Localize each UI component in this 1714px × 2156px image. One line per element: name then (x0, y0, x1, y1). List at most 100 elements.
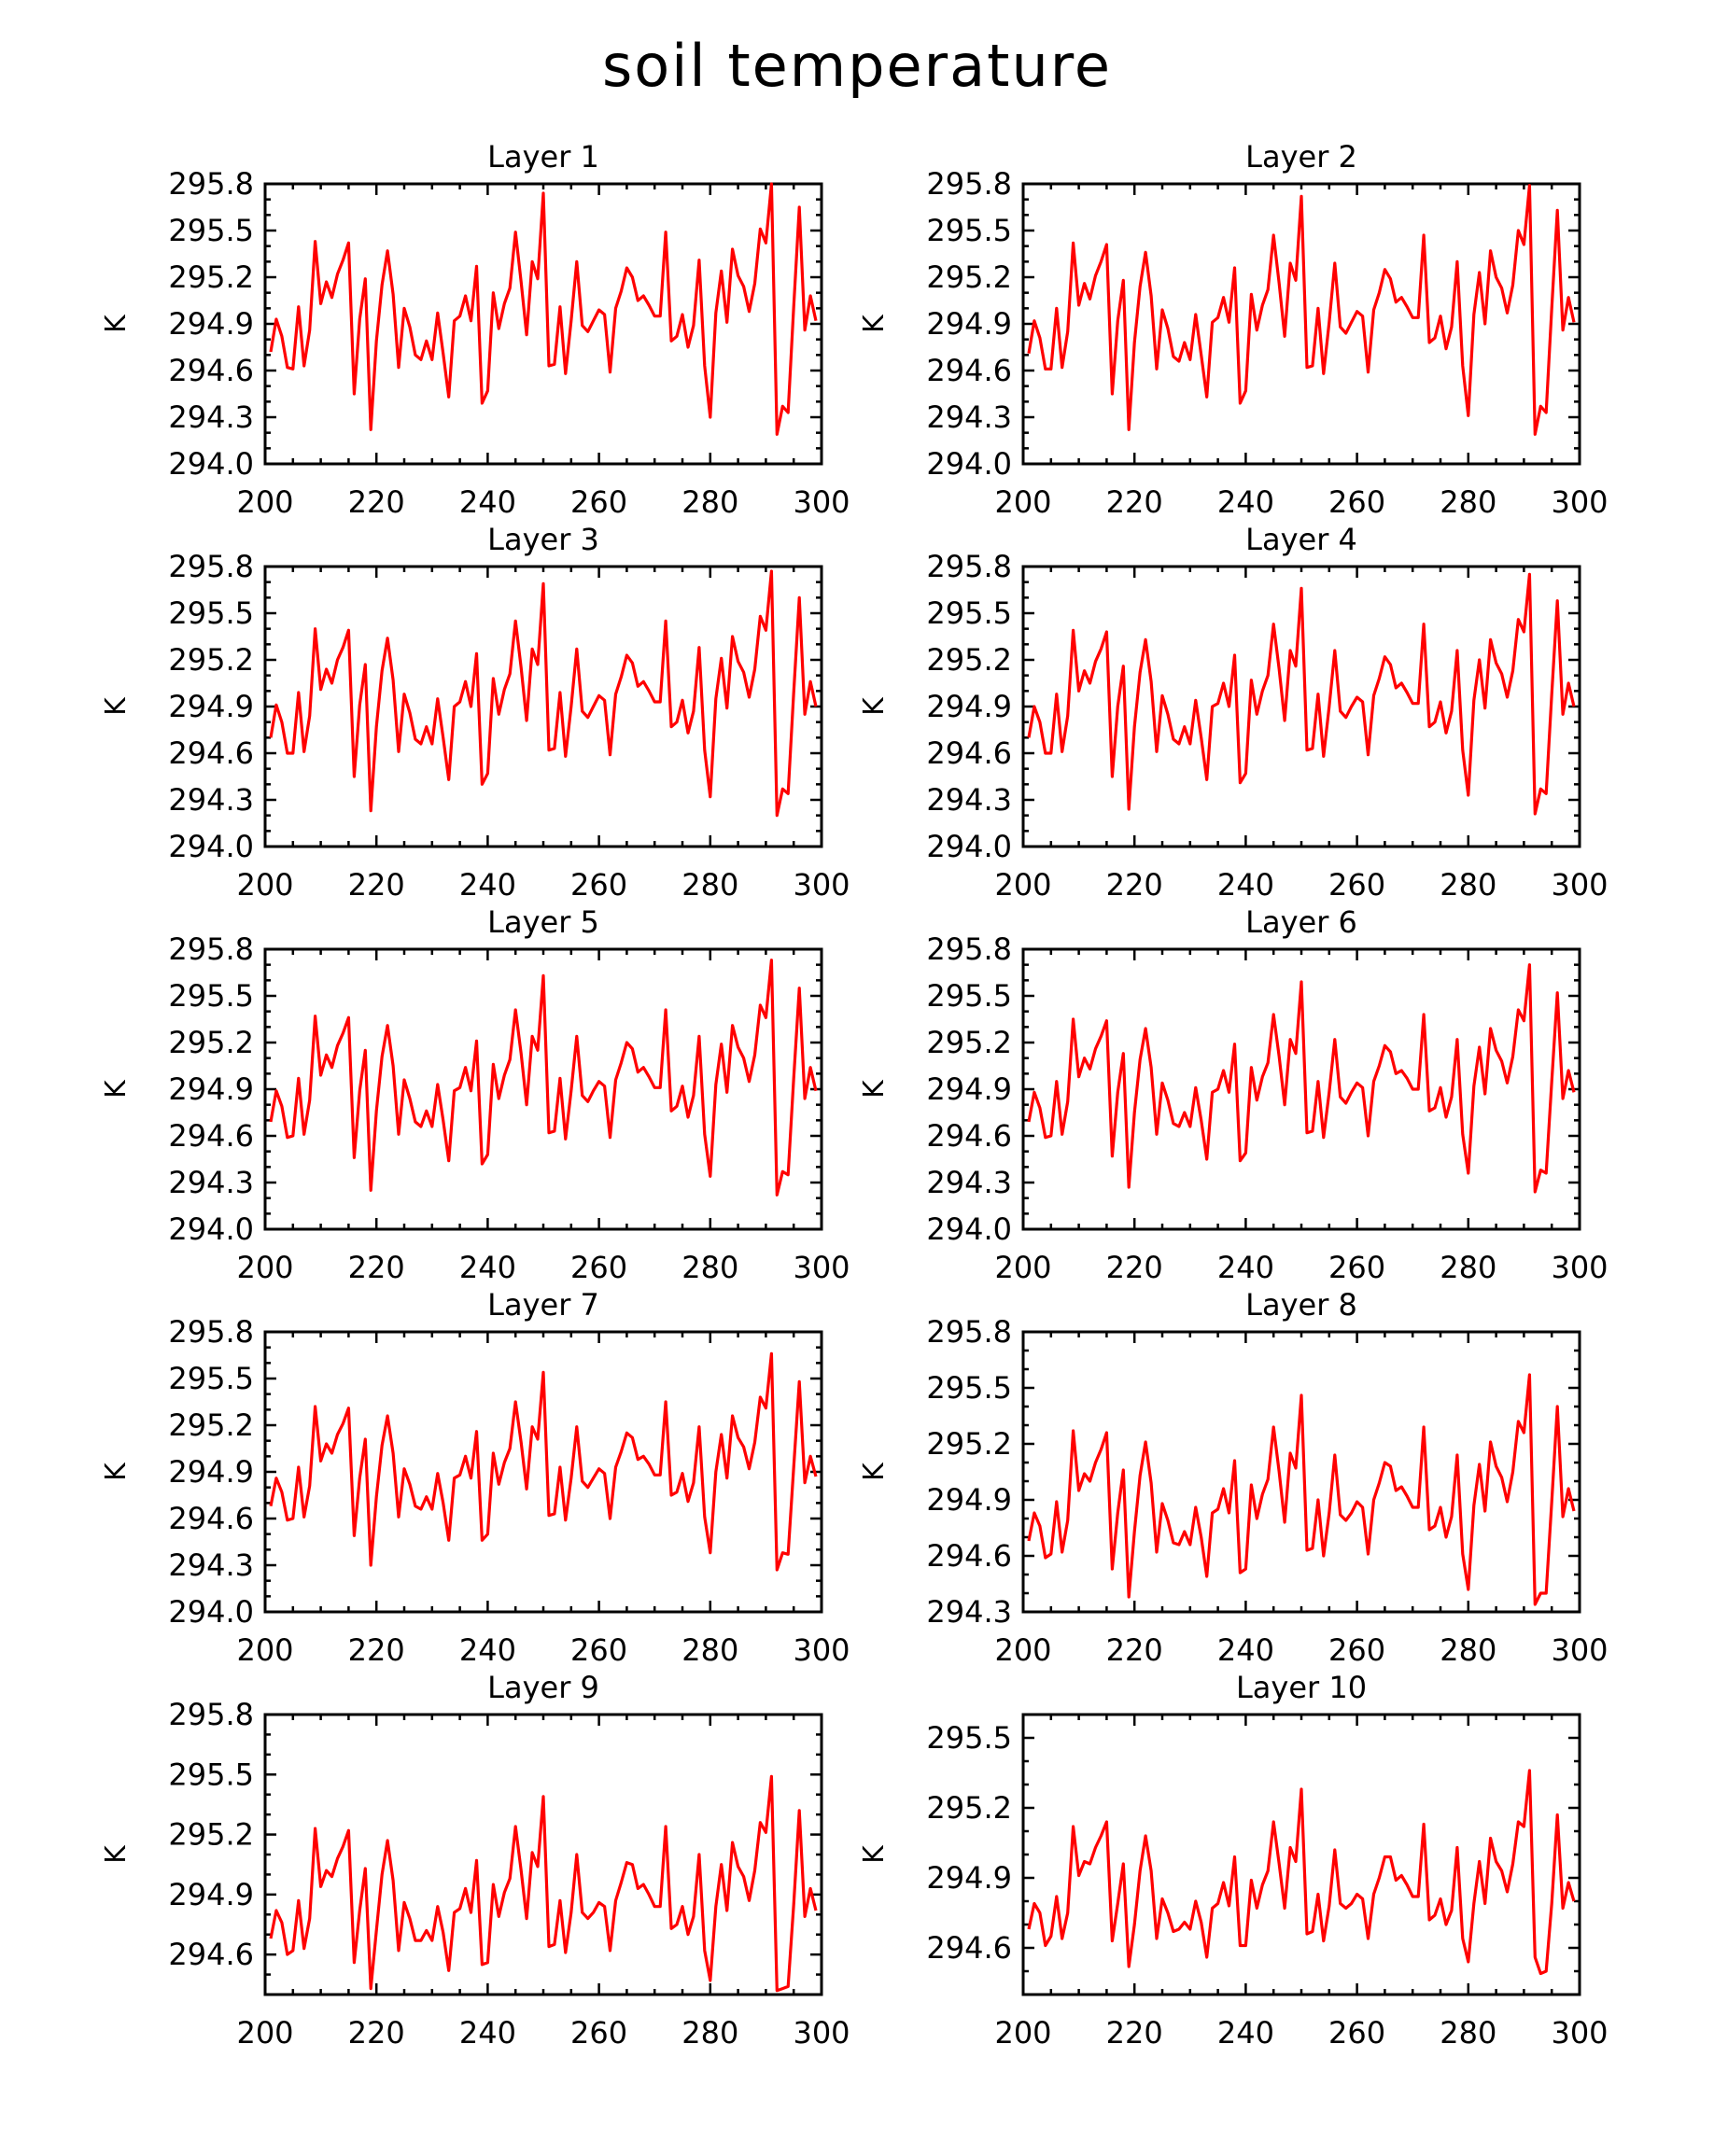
y-tick-label: 295.5 (168, 978, 254, 1014)
y-tick-label: 295.2 (168, 1025, 254, 1060)
panel-layer-3: Layer 3 K 200 220 240 260 280 300 294.0 294.3 294.… (100, 522, 850, 903)
y-axis-label: K (100, 696, 133, 716)
x-tick-label: 300 (793, 867, 850, 903)
y-tick-label: 295.5 (168, 1757, 254, 1792)
y-tick-label: 295.8 (168, 166, 254, 202)
x-tick-label: 240 (1217, 484, 1274, 520)
y-tick-label: 294.9 (168, 689, 254, 724)
x-tick-label: 300 (793, 2015, 850, 2051)
panel-layer-10: Layer 10 K 200 220 240 260 280 300 294.6 294.9 295… (858, 1670, 1609, 2051)
x-tick-label: 220 (348, 867, 405, 903)
x-tick-label: 300 (793, 484, 850, 520)
figure-title: soil temperature (602, 32, 1112, 100)
y-tick-label: 295.8 (926, 166, 1012, 202)
y-tick-label: 294.3 (926, 399, 1012, 435)
y-tick-label: 294.0 (926, 446, 1012, 482)
x-tick-label: 200 (236, 1250, 293, 1285)
x-tick-label: 260 (570, 484, 627, 520)
x-tick-label: 300 (1551, 1250, 1608, 1285)
series-line (1027, 572, 1576, 816)
x-tick-label: 300 (1551, 2015, 1608, 2051)
panel-title: Layer 1 (487, 139, 599, 175)
x-tick-label: 300 (1551, 484, 1608, 520)
x-tick-label: 240 (1217, 867, 1274, 903)
panel-title: Layer 2 (1245, 139, 1357, 175)
series-line (269, 182, 818, 436)
y-axis-label: K (858, 1079, 891, 1099)
panel-title: Layer 10 (1236, 1670, 1367, 1705)
panel-title: Layer 4 (1245, 522, 1357, 557)
x-tick-label: 200 (994, 867, 1051, 903)
panel-layer-1: Layer 1 K 200 220 240 260 280 300 294.0 294.3 294.… (100, 139, 850, 520)
y-tick-label: 295.8 (926, 931, 1012, 967)
series-line (269, 959, 818, 1197)
y-tick-label: 295.5 (926, 1370, 1012, 1406)
y-tick-label: 295.8 (168, 1314, 254, 1350)
y-tick-label: 294.9 (926, 689, 1012, 724)
x-tick-label: 280 (1440, 867, 1496, 903)
y-tick-label: 294.6 (168, 353, 254, 388)
x-tick-label: 260 (570, 867, 627, 903)
y-tick-label: 294.9 (926, 1482, 1012, 1518)
y-tick-label: 295.2 (168, 642, 254, 678)
y-tick-label: 294.9 (168, 306, 254, 342)
series-line (1027, 1373, 1576, 1606)
y-tick-label: 294.0 (926, 829, 1012, 864)
x-tick-label: 240 (459, 1632, 516, 1668)
x-tick-label: 260 (1328, 484, 1385, 520)
y-tick-label: 295.5 (168, 213, 254, 248)
series-line (269, 569, 818, 818)
x-tick-label: 200 (994, 1632, 1051, 1668)
x-tick-label: 280 (1440, 484, 1496, 520)
x-tick-label: 260 (1328, 1632, 1385, 1668)
x-tick-label: 280 (681, 2015, 738, 2051)
y-tick-label: 295.5 (926, 213, 1012, 248)
x-tick-label: 260 (1328, 2015, 1385, 2051)
y-tick-label: 295.2 (926, 1426, 1012, 1462)
x-tick-label: 280 (681, 1250, 738, 1285)
x-tick-label: 200 (236, 867, 293, 903)
y-tick-label: 294.3 (168, 1547, 254, 1583)
x-tick-label: 300 (1551, 1632, 1608, 1668)
series-line (269, 1351, 818, 1572)
y-tick-label: 294.3 (168, 782, 254, 818)
x-tick-label: 260 (1328, 867, 1385, 903)
x-tick-label: 240 (1217, 1632, 1274, 1668)
x-tick-label: 200 (236, 1632, 293, 1668)
x-tick-label: 280 (681, 867, 738, 903)
x-tick-label: 260 (1328, 1250, 1385, 1285)
panel-title: Layer 5 (487, 904, 599, 940)
y-tick-label: 294.6 (168, 735, 254, 771)
y-tick-label: 295.8 (168, 931, 254, 967)
panel-title: Layer 6 (1245, 904, 1357, 940)
x-tick-label: 240 (459, 484, 516, 520)
panel-title: Layer 8 (1245, 1287, 1357, 1323)
series-line (1027, 1769, 1576, 1976)
x-tick-label: 200 (236, 484, 293, 520)
y-tick-label: 294.6 (168, 1501, 254, 1536)
y-tick-label: 294.0 (168, 1594, 254, 1630)
y-axis-label: K (100, 1844, 133, 1864)
y-tick-label: 295.2 (926, 642, 1012, 678)
panel-layer-8: Layer 8 K 200 220 240 260 280 300 294.3 294.6 294.… (858, 1287, 1609, 1668)
x-tick-label: 300 (793, 1250, 850, 1285)
y-tick-label: 295.5 (926, 595, 1012, 631)
y-tick-label: 294.3 (168, 399, 254, 435)
y-tick-label: 294.6 (926, 735, 1012, 771)
x-tick-label: 220 (348, 484, 405, 520)
series-line (1027, 184, 1576, 436)
y-tick-label: 294.6 (926, 1118, 1012, 1154)
y-tick-label: 295.8 (926, 1314, 1012, 1350)
y-tick-label: 294.3 (926, 1594, 1012, 1630)
y-tick-label: 294.0 (168, 1211, 254, 1247)
y-axis-label: K (100, 1462, 133, 1481)
y-axis-label: K (858, 314, 891, 333)
x-tick-label: 280 (681, 484, 738, 520)
panel-layer-9: Layer 9 K 200 220 240 260 280 300 294.6 294.9 295.… (100, 1670, 850, 2051)
y-tick-label: 294.3 (926, 782, 1012, 818)
series-line (269, 1774, 818, 1993)
panel-layer-2: Layer 2 K 200 220 240 260 280 300 294.0 294.3 294.… (858, 139, 1609, 520)
panel-layer-6: Layer 6 K 200 220 240 260 280 300 294.0 294.3 294.… (858, 904, 1609, 1285)
x-tick-label: 220 (348, 1250, 405, 1285)
x-tick-label: 200 (994, 2015, 1051, 2051)
